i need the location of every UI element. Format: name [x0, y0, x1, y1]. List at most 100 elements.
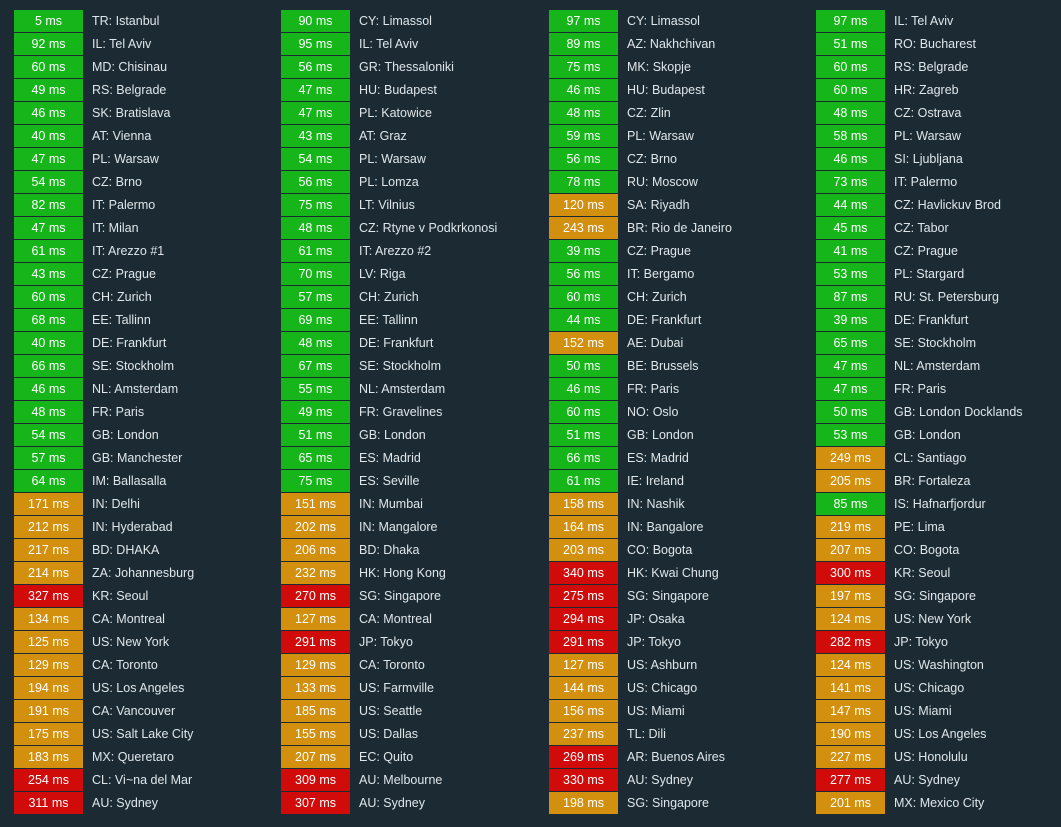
result-row: 311 ms AU: Sydney [14, 792, 264, 815]
server-location: IL: Tel Aviv [359, 37, 419, 51]
latency-badge: 270 ms [281, 585, 350, 607]
server-location: IT: Arezzo #1 [92, 244, 165, 258]
server-location: CA: Montreal [359, 612, 432, 626]
result-row: 60 ms NO: Oslo [549, 401, 799, 424]
latency-badge: 56 ms [281, 56, 350, 78]
server-location: LV: Riga [359, 267, 406, 281]
server-location: GB: London [627, 428, 694, 442]
result-row: 198 ms SG: Singapore [549, 792, 799, 815]
result-row: 155 ms US: Dallas [281, 723, 531, 746]
latency-badge: 49 ms [281, 401, 350, 423]
results-column-1: 5 ms TR: Istanbul 92 ms IL: Tel Aviv 60 ms MD… [14, 10, 264, 815]
server-location: CL: Vi~na del Mar [92, 773, 193, 787]
result-row: 227 ms US: Honolulu [816, 746, 1061, 769]
server-location: GB: Manchester [92, 451, 183, 465]
latency-badge: 124 ms [816, 608, 885, 630]
latency-badge: 47 ms [281, 102, 350, 124]
server-location: GR: Thessaloniki [359, 60, 454, 74]
results-column-2: 90 ms CY: Limassol 95 ms IL: Tel Aviv 56 ms G… [281, 10, 531, 815]
result-row: 97 ms IL: Tel Aviv [816, 10, 1061, 33]
server-location: PL: Warsaw [92, 152, 159, 166]
latency-badge: 53 ms [816, 424, 885, 446]
latency-badge: 254 ms [14, 769, 83, 791]
server-location: AT: Vienna [92, 129, 152, 143]
server-location: IN: Nashik [627, 497, 685, 511]
result-row: 144 ms US: Chicago [549, 677, 799, 700]
server-location: AU: Sydney [92, 796, 159, 810]
result-row: 129 ms CA: Toronto [14, 654, 264, 677]
server-location: AZ: Nakhchivan [627, 37, 716, 51]
server-location: CZ: Brno [92, 175, 143, 189]
result-row: 69 ms EE: Tallinn [281, 309, 531, 332]
server-location: US: Los Angeles [894, 727, 987, 741]
latency-badge: 47 ms [14, 217, 83, 239]
latency-badge: 125 ms [14, 631, 83, 653]
server-location: IT: Arezzo #2 [359, 244, 432, 258]
server-location: CH: Zurich [92, 290, 152, 304]
result-row: 48 ms CZ: Rtyne v Podkrkonosi [281, 217, 531, 240]
latency-badge: 70 ms [281, 263, 350, 285]
server-location: PL: Warsaw [894, 129, 961, 143]
latency-badge: 56 ms [549, 148, 618, 170]
latency-badge: 59 ms [549, 125, 618, 147]
result-row: 134 ms CA: Montreal [14, 608, 264, 631]
server-location: DE: Frankfurt [92, 336, 167, 350]
latency-badge: 232 ms [281, 562, 350, 584]
server-location: BD: Dhaka [359, 543, 420, 557]
result-row: 47 ms IT: Milan [14, 217, 264, 240]
server-location: CL: Santiago [894, 451, 967, 465]
latency-badge: 54 ms [281, 148, 350, 170]
server-location: SE: Stockholm [359, 359, 441, 373]
result-row: 50 ms GB: London Docklands [816, 401, 1061, 424]
result-row: 47 ms NL: Amsterdam [816, 355, 1061, 378]
latency-badge: 207 ms [281, 746, 350, 768]
server-location: SG: Singapore [627, 589, 709, 603]
latency-badge: 61 ms [281, 240, 350, 262]
result-row: 202 ms IN: Mangalore [281, 516, 531, 539]
result-row: 282 ms JP: Tokyo [816, 631, 1061, 654]
server-location: AU: Sydney [894, 773, 961, 787]
result-row: 124 ms US: New York [816, 608, 1061, 631]
latency-badge: 133 ms [281, 677, 350, 699]
server-location: ES: Madrid [359, 451, 421, 465]
server-location: HU: Budapest [359, 83, 437, 97]
result-row: 46 ms SK: Bratislava [14, 102, 264, 125]
server-location: EE: Tallinn [92, 313, 151, 327]
server-location: GB: London Docklands [894, 405, 1023, 419]
result-row: 41 ms CZ: Prague [816, 240, 1061, 263]
result-row: 5 ms TR: Istanbul [14, 10, 264, 33]
server-location: SI: Ljubljana [894, 152, 963, 166]
server-location: CZ: Ostrava [894, 106, 962, 120]
latency-badge: 57 ms [14, 447, 83, 469]
server-location: PL: Katowice [359, 106, 432, 120]
server-location: CA: Vancouver [92, 704, 176, 718]
server-location: CA: Toronto [92, 658, 158, 672]
latency-badge: 141 ms [816, 677, 885, 699]
result-row: 67 ms SE: Stockholm [281, 355, 531, 378]
latency-badge: 219 ms [816, 516, 885, 538]
result-row: 75 ms ES: Seville [281, 470, 531, 493]
result-row: 46 ms FR: Paris [549, 378, 799, 401]
latency-badge: 57 ms [281, 286, 350, 308]
result-row: 55 ms NL: Amsterdam [281, 378, 531, 401]
server-location: HR: Zagreb [894, 83, 959, 97]
result-row: 92 ms IL: Tel Aviv [14, 33, 264, 56]
server-location: PL: Stargard [894, 267, 965, 281]
result-row: 61 ms IT: Arezzo #2 [281, 240, 531, 263]
latency-badge: 54 ms [14, 171, 83, 193]
result-row: 56 ms PL: Lomza [281, 171, 531, 194]
server-location: RS: Belgrade [92, 83, 167, 97]
latency-badge: 75 ms [281, 470, 350, 492]
latency-badge: 87 ms [816, 286, 885, 308]
latency-badge: 65 ms [816, 332, 885, 354]
result-row: 212 ms IN: Hyderabad [14, 516, 264, 539]
latency-badge: 53 ms [816, 263, 885, 285]
server-location: SG: Singapore [894, 589, 976, 603]
server-location: US: New York [894, 612, 972, 626]
result-row: 64 ms IM: Ballasalla [14, 470, 264, 493]
result-row: 129 ms CA: Toronto [281, 654, 531, 677]
result-row: 269 ms AR: Buenos Aires [549, 746, 799, 769]
server-location: CZ: Prague [92, 267, 156, 281]
result-row: 291 ms JP: Tokyo [281, 631, 531, 654]
server-location: JP: Tokyo [627, 635, 681, 649]
